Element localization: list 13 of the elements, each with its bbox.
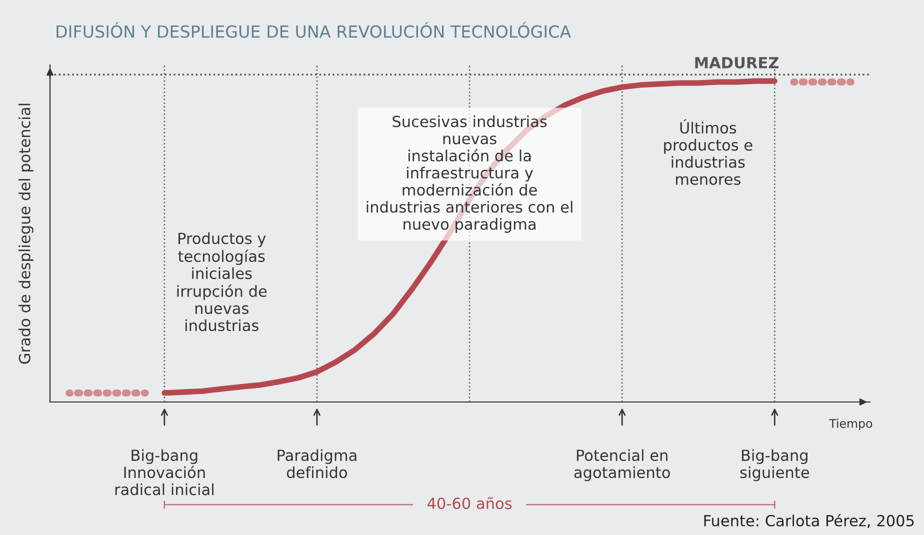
ref-line-label: MADUREZ xyxy=(695,57,779,68)
annotation: Últimos productos e industrias menores xyxy=(664,119,752,185)
y-axis-title: Grado de despliegue del potencial xyxy=(18,104,34,364)
source-note: Fuente: Carlota Pérez, 2005 xyxy=(704,514,914,528)
chart-title: DIFUSIÓN Y DESPLIEGUE DE UNA REVOLUCIÓN TECNOLÓGICA xyxy=(56,22,571,38)
x-tick-label: Big-bang Innovación radical inicial xyxy=(115,449,214,496)
x-axis-title: Tiempo xyxy=(829,418,872,430)
x-tick-label: Paradigma definido xyxy=(278,449,356,478)
annotation: Sucesivas industrias nuevas instalación de la infraestructura y modernización de industrias anteriores con el nuevo paradigma xyxy=(366,115,572,233)
x-tick-label: Potencial en agotamiento xyxy=(574,449,670,482)
annotation: Productos y tecnologías iniciales irrupción de nuevas industrias xyxy=(177,232,267,332)
x-tick-label: Big-bang siguiente xyxy=(740,449,809,482)
text: 40-60 años xyxy=(427,497,512,510)
